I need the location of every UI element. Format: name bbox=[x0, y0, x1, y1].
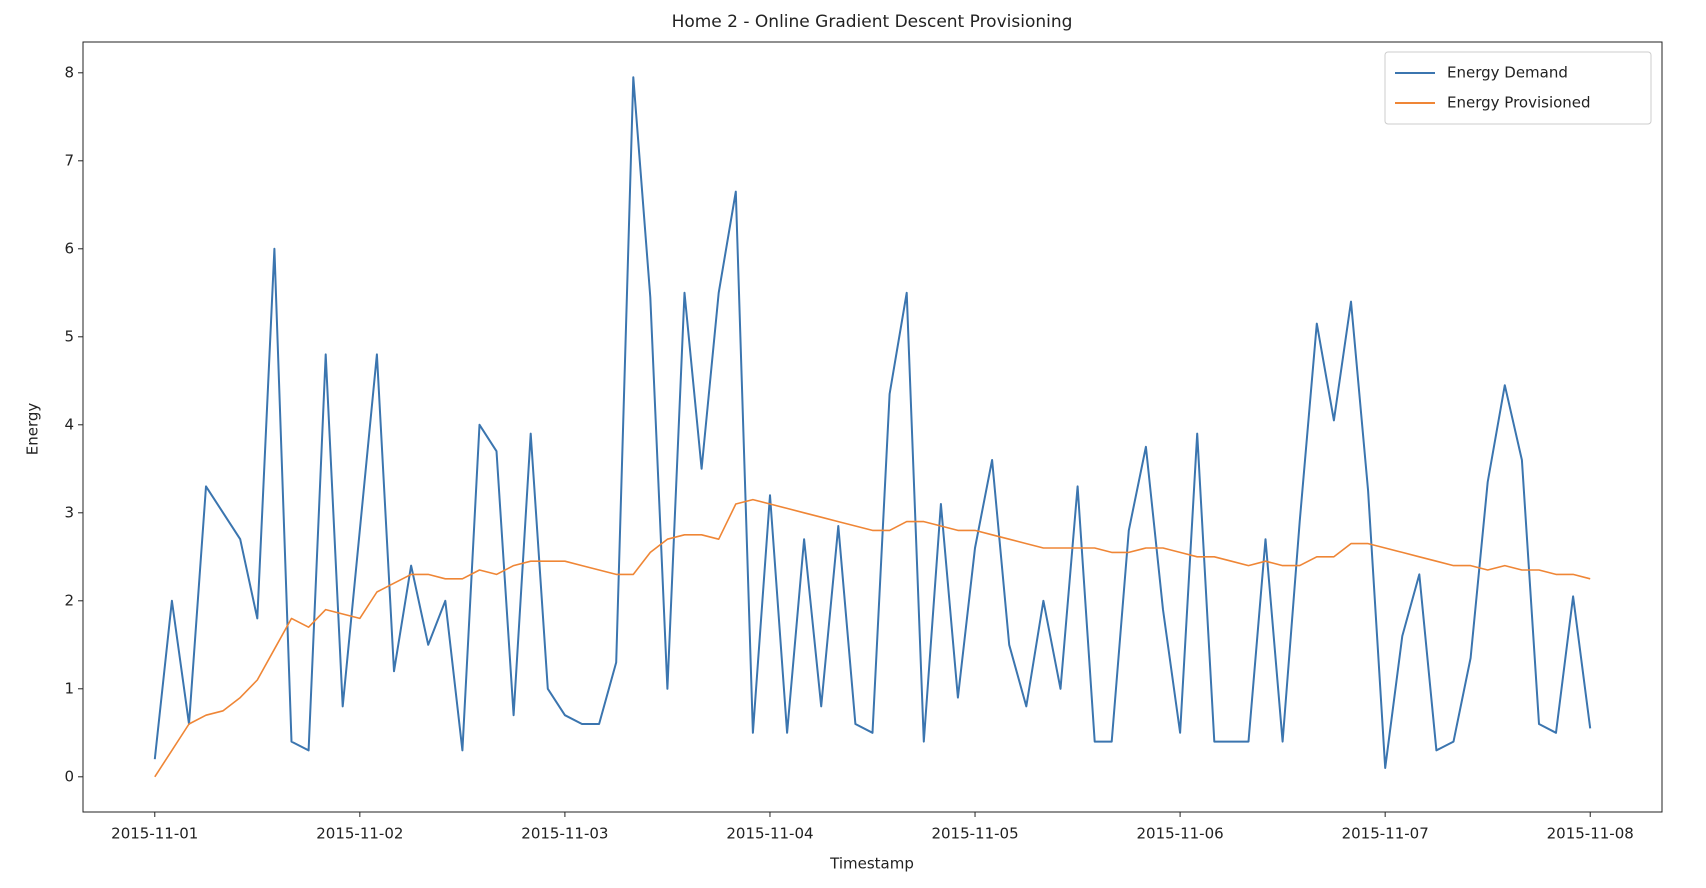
y-tick-label: 0 bbox=[64, 767, 74, 785]
legend-label: Energy Demand bbox=[1447, 64, 1568, 82]
y-tick-label: 6 bbox=[64, 239, 74, 257]
x-tick-label: 2015-11-05 bbox=[931, 825, 1018, 843]
y-tick-label: 3 bbox=[64, 503, 74, 521]
legend-box bbox=[1384, 51, 1652, 125]
x-tick-label: 2015-11-06 bbox=[1137, 825, 1224, 843]
x-tick-label: 2015-11-04 bbox=[726, 825, 813, 843]
x-tick-label: 2015-11-01 bbox=[111, 825, 198, 843]
y-tick-label: 7 bbox=[64, 151, 74, 169]
x-tick-label: 2015-11-03 bbox=[521, 825, 608, 843]
y-tick-label: 8 bbox=[64, 63, 74, 81]
legend: Energy Demand Energy Provisioned bbox=[1384, 51, 1652, 125]
y-tick-label: 4 bbox=[64, 415, 74, 433]
legend-label: Energy Provisioned bbox=[1447, 94, 1591, 112]
series-line bbox=[154, 498, 1591, 778]
series-line bbox=[153, 76, 1592, 769]
plot-frame bbox=[82, 41, 1663, 813]
x-tick-label: 2015-11-07 bbox=[1342, 825, 1429, 843]
chart-title: Home 2 - Online Gradient Descent Provisi… bbox=[672, 12, 1073, 32]
y-axis-label: Energy bbox=[24, 403, 42, 456]
y-tick-label: 5 bbox=[64, 327, 74, 345]
x-tick-label: 2015-11-02 bbox=[316, 825, 403, 843]
y-tick-label: 2 bbox=[64, 591, 74, 609]
y-tick-label: 1 bbox=[64, 679, 74, 697]
x-tick-label: 2015-11-08 bbox=[1547, 825, 1634, 843]
x-axis-label: Timestamp bbox=[829, 855, 914, 873]
